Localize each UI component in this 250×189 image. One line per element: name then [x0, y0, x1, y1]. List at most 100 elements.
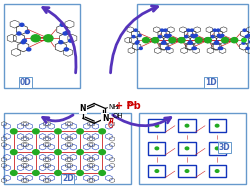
Circle shape — [154, 170, 158, 172]
Circle shape — [60, 23, 64, 26]
Bar — [139, 113, 245, 184]
Circle shape — [204, 38, 210, 43]
Circle shape — [63, 32, 67, 35]
Circle shape — [139, 47, 142, 50]
Circle shape — [214, 42, 216, 44]
Circle shape — [76, 170, 83, 175]
Circle shape — [20, 23, 24, 26]
Circle shape — [244, 36, 247, 38]
Circle shape — [214, 41, 217, 43]
Circle shape — [25, 30, 29, 33]
Circle shape — [98, 129, 105, 134]
Circle shape — [142, 38, 149, 43]
Circle shape — [178, 38, 184, 43]
Circle shape — [32, 129, 39, 134]
Text: N: N — [102, 114, 108, 123]
Text: 2D: 2D — [62, 174, 73, 183]
Circle shape — [10, 129, 17, 134]
Text: OH: OH — [112, 113, 122, 119]
Circle shape — [187, 42, 190, 44]
Circle shape — [192, 47, 196, 50]
Circle shape — [164, 29, 166, 31]
Circle shape — [158, 36, 161, 38]
Circle shape — [241, 42, 244, 44]
Circle shape — [98, 150, 105, 155]
Text: 2+: 2+ — [126, 102, 135, 107]
Circle shape — [216, 34, 220, 37]
Circle shape — [184, 147, 188, 150]
Circle shape — [54, 150, 61, 155]
Circle shape — [135, 42, 138, 44]
Circle shape — [184, 124, 188, 127]
Text: NH: NH — [108, 104, 119, 110]
Circle shape — [76, 129, 83, 134]
Circle shape — [76, 150, 83, 155]
Circle shape — [21, 41, 25, 44]
Circle shape — [245, 47, 248, 50]
Circle shape — [166, 36, 168, 38]
Text: O: O — [107, 121, 113, 130]
Circle shape — [188, 41, 191, 43]
Bar — [4, 113, 130, 184]
Circle shape — [248, 41, 250, 43]
Circle shape — [168, 34, 170, 37]
Circle shape — [196, 41, 199, 43]
Circle shape — [138, 34, 141, 37]
Circle shape — [44, 35, 53, 42]
Circle shape — [58, 41, 62, 44]
Text: 0D: 0D — [19, 78, 31, 87]
Circle shape — [10, 150, 17, 155]
Circle shape — [184, 36, 187, 38]
Circle shape — [136, 41, 138, 43]
Circle shape — [151, 38, 158, 43]
Circle shape — [17, 32, 21, 35]
Circle shape — [22, 39, 26, 42]
Circle shape — [162, 41, 165, 43]
Circle shape — [218, 36, 221, 38]
Circle shape — [241, 39, 245, 42]
Text: + Pb: + Pb — [114, 101, 140, 111]
Circle shape — [218, 47, 220, 50]
Circle shape — [134, 29, 136, 31]
Circle shape — [54, 170, 61, 175]
Circle shape — [32, 170, 39, 175]
Circle shape — [168, 38, 175, 43]
Circle shape — [214, 147, 218, 150]
Circle shape — [246, 34, 249, 37]
Circle shape — [32, 150, 39, 155]
Circle shape — [164, 34, 167, 37]
Circle shape — [184, 170, 188, 172]
Circle shape — [154, 124, 158, 127]
Circle shape — [216, 29, 219, 31]
Circle shape — [27, 48, 31, 51]
Circle shape — [98, 170, 105, 175]
Text: 1D: 1D — [204, 78, 216, 87]
Circle shape — [31, 35, 40, 42]
Circle shape — [190, 34, 193, 37]
Circle shape — [220, 34, 223, 37]
Circle shape — [215, 42, 218, 44]
Circle shape — [160, 29, 163, 31]
Circle shape — [66, 30, 70, 33]
Circle shape — [186, 29, 189, 31]
Circle shape — [230, 38, 237, 43]
Circle shape — [222, 41, 225, 43]
Circle shape — [194, 34, 197, 37]
Circle shape — [132, 36, 134, 38]
Circle shape — [188, 42, 192, 44]
Text: 3D: 3D — [218, 143, 230, 152]
Circle shape — [165, 47, 168, 50]
Circle shape — [68, 39, 72, 42]
Bar — [136, 4, 248, 88]
Text: 2: 2 — [115, 105, 118, 110]
Circle shape — [214, 124, 218, 127]
Circle shape — [54, 129, 61, 134]
Circle shape — [166, 47, 169, 50]
Circle shape — [154, 147, 158, 150]
Circle shape — [190, 29, 192, 31]
Circle shape — [191, 47, 194, 50]
Circle shape — [192, 36, 195, 38]
Circle shape — [221, 38, 228, 43]
Circle shape — [162, 42, 165, 44]
Circle shape — [170, 41, 172, 43]
